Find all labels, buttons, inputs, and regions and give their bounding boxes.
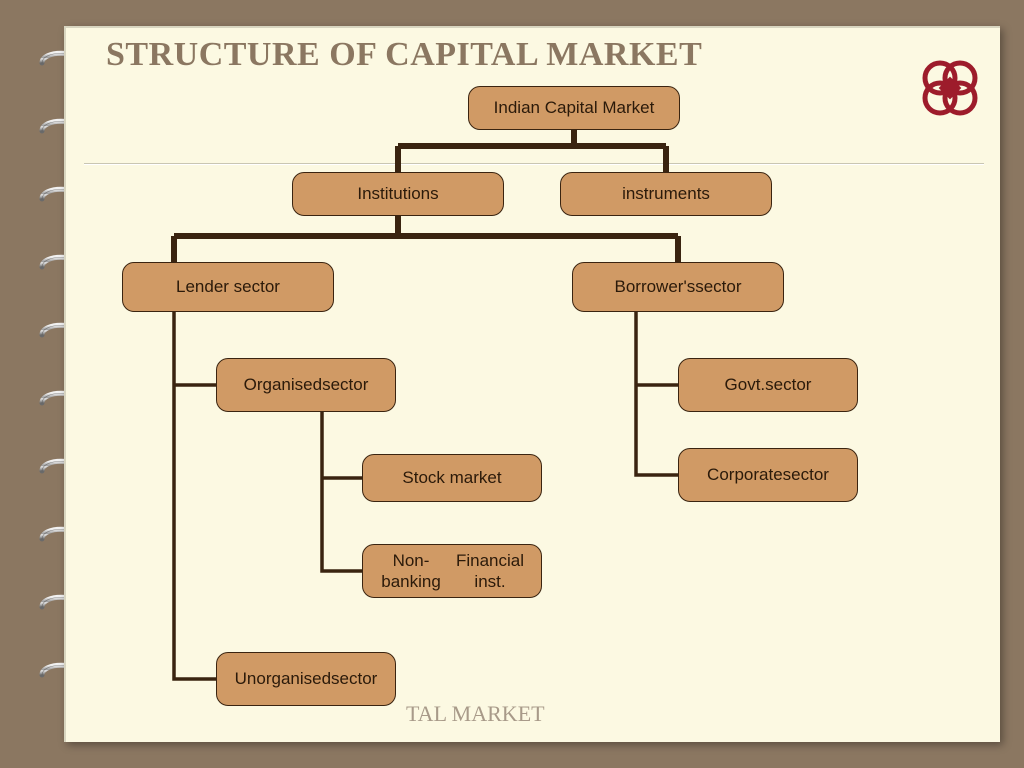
node-lender: Lender sector — [122, 262, 334, 312]
page-title: STRUCTURE OF CAPITAL MARKET — [106, 36, 702, 74]
node-borrower: Borrower'ssector — [572, 262, 784, 312]
node-instr: instruments — [560, 172, 772, 216]
node-stock: Stock market — [362, 454, 542, 502]
node-organised: Organisedsector — [216, 358, 396, 412]
connectors-layer — [66, 28, 1002, 744]
node-inst: Institutions — [292, 172, 504, 216]
slide-page: STRUCTURE OF CAPITAL MARKET TAL MARKET I… — [64, 26, 1000, 742]
node-corp: Corporatesector — [678, 448, 858, 502]
node-unorganised: Unorganisedsector — [216, 652, 396, 706]
node-root: Indian Capital Market — [468, 86, 680, 130]
corner-logo-icon — [922, 60, 978, 116]
node-govt: Govt.sector — [678, 358, 858, 412]
node-nonbank: Non-bankingFinancial inst. — [362, 544, 542, 598]
title-divider — [84, 163, 984, 165]
footer-watermark: TAL MARKET — [406, 701, 545, 727]
